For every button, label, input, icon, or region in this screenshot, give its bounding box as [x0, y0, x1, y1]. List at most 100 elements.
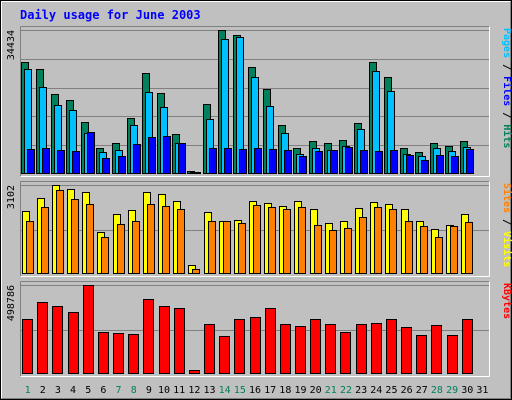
bar-pages-day-4 — [72, 151, 80, 174]
bar-sites-day-13 — [208, 221, 216, 274]
x-tick-label-day-19: 19 — [294, 385, 306, 396]
bar-pages-day-1 — [27, 149, 35, 174]
x-tick-label-day-15: 15 — [234, 385, 246, 396]
bar-sites-day-8 — [132, 221, 140, 274]
bar-sites-day-27 — [420, 226, 428, 274]
bar-kbytes-day-17 — [265, 308, 276, 374]
y-legend: Pages / Files / Hits — [501, 28, 512, 148]
x-tick-label-day-16: 16 — [249, 385, 261, 396]
x-tick-label-day-13: 13 — [203, 385, 215, 396]
panel-hits_files_pages: 34434 Pages / Files / Hits — [6, 26, 512, 177]
bar-sites-day-23 — [359, 217, 367, 274]
legend-entry: / — [501, 58, 512, 76]
bar-sites-day-16 — [253, 205, 261, 274]
bar-sites-day-18 — [283, 209, 291, 274]
bar-sites-day-24 — [374, 207, 382, 274]
legend-entry: Hits — [501, 124, 512, 148]
x-tick-label-day-6: 6 — [100, 385, 106, 396]
bar-pages-day-15 — [239, 149, 247, 174]
x-tick-label-day-8: 8 — [131, 385, 137, 396]
x-tick-label-day-18: 18 — [279, 385, 291, 396]
bar-pages-day-21 — [330, 150, 338, 174]
bar-kbytes-day-20 — [310, 319, 321, 374]
y-max-label: 3102 — [6, 185, 17, 209]
bar-pages-day-7 — [118, 156, 126, 174]
bar-kbytes-day-15 — [234, 319, 245, 374]
series-sites — [26, 190, 473, 274]
bar-pages-day-16 — [254, 148, 262, 174]
bar-kbytes-day-8 — [128, 334, 139, 374]
bar-pages-day-8 — [133, 144, 141, 174]
bar-kbytes-day-9 — [143, 299, 154, 374]
bar-pages-day-30 — [466, 149, 474, 174]
bar-kbytes-day-14 — [219, 336, 230, 374]
bar-pages-day-27 — [421, 160, 429, 174]
bar-kbytes-day-18 — [280, 324, 291, 374]
bar-sites-day-9 — [147, 204, 155, 274]
bar-kbytes-day-28 — [431, 325, 442, 374]
x-tick-label-day-26: 26 — [401, 385, 413, 396]
bar-pages-day-28 — [436, 155, 444, 174]
bar-sites-day-28 — [435, 237, 443, 274]
bar-pages-day-13 — [209, 148, 217, 174]
x-tick-label-day-2: 2 — [40, 385, 46, 396]
legend-entry: Sites — [501, 183, 512, 213]
y-max-label: 498786 — [6, 285, 17, 321]
bar-sites-day-11 — [177, 209, 185, 274]
bar-kbytes-day-27 — [416, 335, 427, 374]
bar-sites-day-22 — [344, 228, 352, 274]
bar-pages-day-26 — [406, 155, 414, 174]
bar-kbytes-day-2 — [37, 302, 48, 374]
x-tick-label-day-17: 17 — [264, 385, 276, 396]
bar-sites-day-2 — [41, 207, 49, 274]
y-max-label: 34434 — [6, 30, 17, 60]
bar-kbytes-day-25 — [386, 319, 397, 374]
x-tick-label-day-4: 4 — [70, 385, 76, 396]
legend-entry: Pages — [501, 28, 512, 58]
bar-pages-day-19 — [299, 156, 307, 174]
series-pages — [27, 132, 474, 174]
bar-kbytes-day-26 — [401, 327, 412, 374]
x-tick-label-day-3: 3 — [55, 385, 61, 396]
bar-pages-day-6 — [102, 158, 110, 174]
bar-pages-day-18 — [284, 150, 292, 174]
bar-sites-day-29 — [450, 226, 458, 274]
bar-kbytes-day-19 — [295, 326, 306, 374]
x-tick-label-day-12: 12 — [188, 385, 200, 396]
bar-kbytes-day-22 — [340, 332, 351, 374]
x-tick-label-day-24: 24 — [370, 385, 382, 396]
bar-sites-day-7 — [117, 224, 125, 274]
bar-sites-day-4 — [71, 199, 79, 274]
x-tick-label-day-1: 1 — [25, 385, 31, 396]
legend-entry: Visits — [501, 231, 512, 267]
x-tick-label-day-31: 31 — [476, 385, 488, 396]
legend-entry: / — [501, 106, 512, 124]
bar-kbytes-day-3 — [52, 306, 63, 374]
bar-pages-day-2 — [42, 148, 50, 174]
bar-sites-day-26 — [405, 221, 413, 274]
bar-pages-day-9 — [148, 137, 156, 174]
bar-sites-day-25 — [389, 209, 397, 274]
x-tick-label-day-29: 29 — [446, 385, 458, 396]
bar-pages-day-3 — [57, 150, 65, 174]
bar-sites-day-30 — [465, 222, 473, 274]
bar-sites-day-1 — [26, 221, 34, 274]
x-tick-label-day-30: 30 — [461, 385, 473, 396]
bar-pages-day-25 — [390, 150, 398, 174]
bar-sites-day-14 — [223, 221, 231, 274]
bar-pages-day-14 — [224, 148, 232, 174]
bar-kbytes-day-23 — [356, 324, 367, 374]
x-tick-label-day-14: 14 — [219, 385, 231, 396]
bar-pages-day-5 — [87, 132, 95, 174]
legend-entry: KBytes — [501, 283, 512, 319]
x-tick-label-day-7: 7 — [116, 385, 122, 396]
bar-sites-day-15 — [238, 223, 246, 274]
x-tick-label-day-9: 9 — [146, 385, 152, 396]
bar-kbytes-day-4 — [68, 312, 79, 374]
bar-pages-day-11 — [178, 143, 186, 174]
x-axis-labels: 1 2 3 4 5 6 7 8 9 10 11 12 13 14 15 16 17 18 19 20 21 22 23 24 2… — [25, 385, 489, 396]
bar-sites-day-5 — [86, 204, 94, 274]
legend-entry: Files — [501, 76, 512, 106]
